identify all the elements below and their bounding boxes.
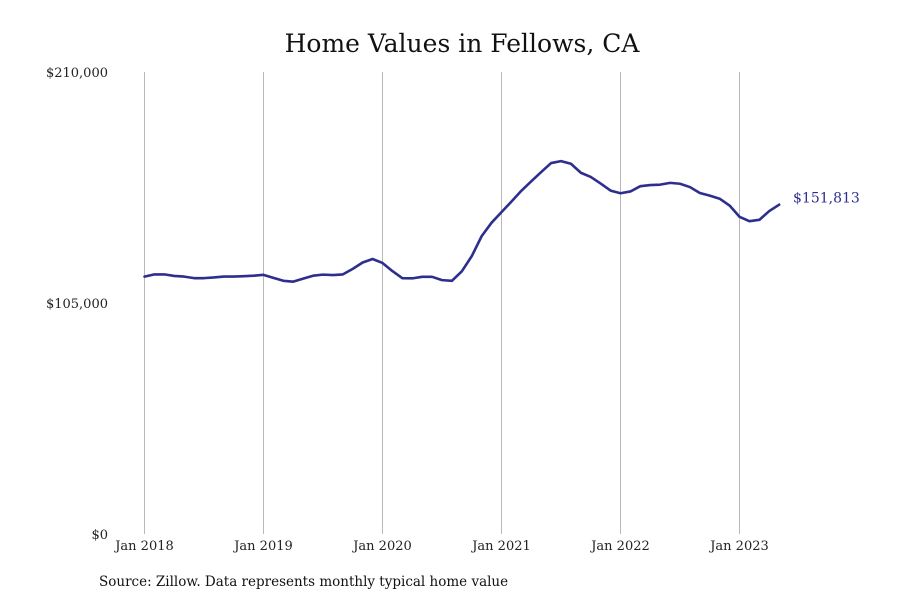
x-tick-label: Jan 2019 [232, 539, 293, 554]
y-tick-label: $105,000 [46, 297, 108, 312]
source-note: Source: Zillow. Data represents monthly … [99, 574, 508, 590]
x-tick-label: Jan 2018 [113, 539, 174, 554]
vertical-gridlines [144, 72, 740, 534]
x-tick-label: Jan 2022 [589, 539, 650, 554]
x-tick-label: Jan 2021 [470, 539, 531, 554]
chart-title: Home Values in Fellows, CA [285, 29, 641, 58]
x-axis: Jan 2018 Jan 2019 Jan 2020 Jan 2021 Jan 2022… [113, 539, 769, 554]
latest-value-label: $151,813 [793, 191, 860, 207]
y-axis: $0 $105,000 $210,000 [46, 66, 108, 543]
y-tick-label: $0 [91, 528, 108, 543]
x-tick-label: Jan 2023 [708, 539, 769, 554]
x-tick-label: Jan 2020 [351, 539, 412, 554]
y-tick-label: $210,000 [46, 66, 108, 81]
home-value-line [143, 159, 781, 283]
